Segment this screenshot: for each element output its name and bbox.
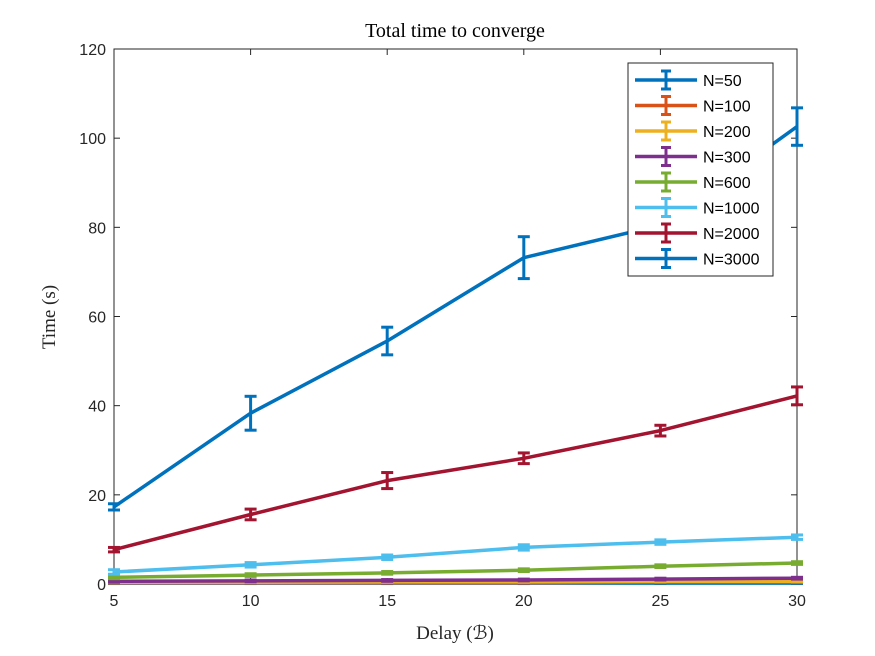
error-bar — [654, 538, 667, 546]
error-bar — [791, 106, 803, 147]
series-N=2000 — [108, 385, 803, 554]
error-bar — [244, 578, 257, 584]
legend-item: N=100 — [635, 95, 751, 116]
x-tick-label: 30 — [788, 593, 806, 610]
error-bar — [517, 235, 530, 281]
error-bar — [791, 575, 803, 581]
y-tick-label: 0 — [97, 577, 106, 594]
series-line — [113, 576, 798, 584]
y-tick-label: 60 — [88, 310, 106, 327]
error-bar — [791, 533, 803, 541]
error-bar — [791, 385, 803, 407]
error-bar — [517, 543, 530, 552]
legend-item: N=200 — [635, 120, 751, 142]
error-bar — [244, 507, 257, 522]
error-bar — [108, 574, 120, 581]
series-line — [113, 535, 798, 574]
legend-label: N=50 — [703, 73, 742, 90]
error-bar — [108, 502, 120, 512]
axis-ticks: 5 10 15 20 25 30 0 20 40 60 80 100 120 — [79, 42, 806, 610]
error-bar — [517, 567, 530, 574]
legend-item: N=1000 — [635, 197, 760, 218]
error-bar — [517, 577, 530, 583]
legend-label: N=3000 — [703, 252, 760, 269]
legend-item: N=3000 — [635, 248, 760, 269]
x-tick-label: 5 — [110, 593, 119, 610]
error-bar — [517, 451, 530, 466]
series-N=1000 — [108, 533, 803, 576]
chart-title: Total time to converge — [365, 20, 545, 42]
x-tick-label: 20 — [515, 593, 533, 610]
error-bar — [381, 570, 394, 576]
error-bar — [108, 568, 120, 576]
error-bar — [381, 578, 394, 583]
x-axis-label: Delay (ℬ) — [416, 623, 494, 644]
legend-item: N=2000 — [635, 222, 760, 244]
y-tick-label: 120 — [79, 42, 106, 59]
error-bar — [244, 394, 257, 432]
error-bar — [244, 572, 257, 578]
legend-item: N=600 — [635, 171, 751, 193]
legend-label: N=2000 — [703, 226, 760, 243]
series-line — [113, 561, 798, 580]
series-N=600 — [108, 560, 803, 581]
error-bar — [654, 576, 667, 582]
legend-item: N=50 — [635, 69, 742, 91]
y-tick-label: 40 — [88, 399, 106, 416]
legend-box — [627, 62, 774, 277]
y-axis-label: Time (s) — [39, 285, 60, 349]
series-line — [113, 394, 798, 552]
error-bar — [244, 561, 257, 569]
error-bar — [381, 553, 394, 561]
error-bar — [381, 471, 394, 491]
error-bar — [108, 578, 120, 584]
legend-label: N=1000 — [703, 201, 760, 218]
error-bar — [791, 579, 803, 584]
error-bar — [654, 423, 667, 438]
legend-label: N=200 — [703, 124, 751, 141]
x-tick-label: 25 — [652, 593, 670, 610]
error-bar — [381, 325, 394, 357]
legend: N=50 N=100 N=200 N=300 N=600 N=1000 N=2000 N=30… — [627, 62, 774, 277]
series-N=300 — [108, 575, 803, 584]
y-tick-label: 20 — [88, 488, 106, 505]
legend-label: N=600 — [703, 175, 751, 192]
legend-item: N=300 — [635, 146, 751, 167]
error-bar — [791, 560, 803, 566]
y-tick-label: 100 — [79, 131, 106, 148]
x-tick-label: 10 — [242, 593, 260, 610]
y-tick-label: 80 — [88, 220, 106, 237]
legend-label: N=100 — [703, 99, 751, 116]
legend-label: N=300 — [703, 150, 751, 167]
error-bar — [108, 545, 120, 554]
x-tick-label: 15 — [378, 593, 396, 610]
error-bar — [654, 563, 667, 570]
